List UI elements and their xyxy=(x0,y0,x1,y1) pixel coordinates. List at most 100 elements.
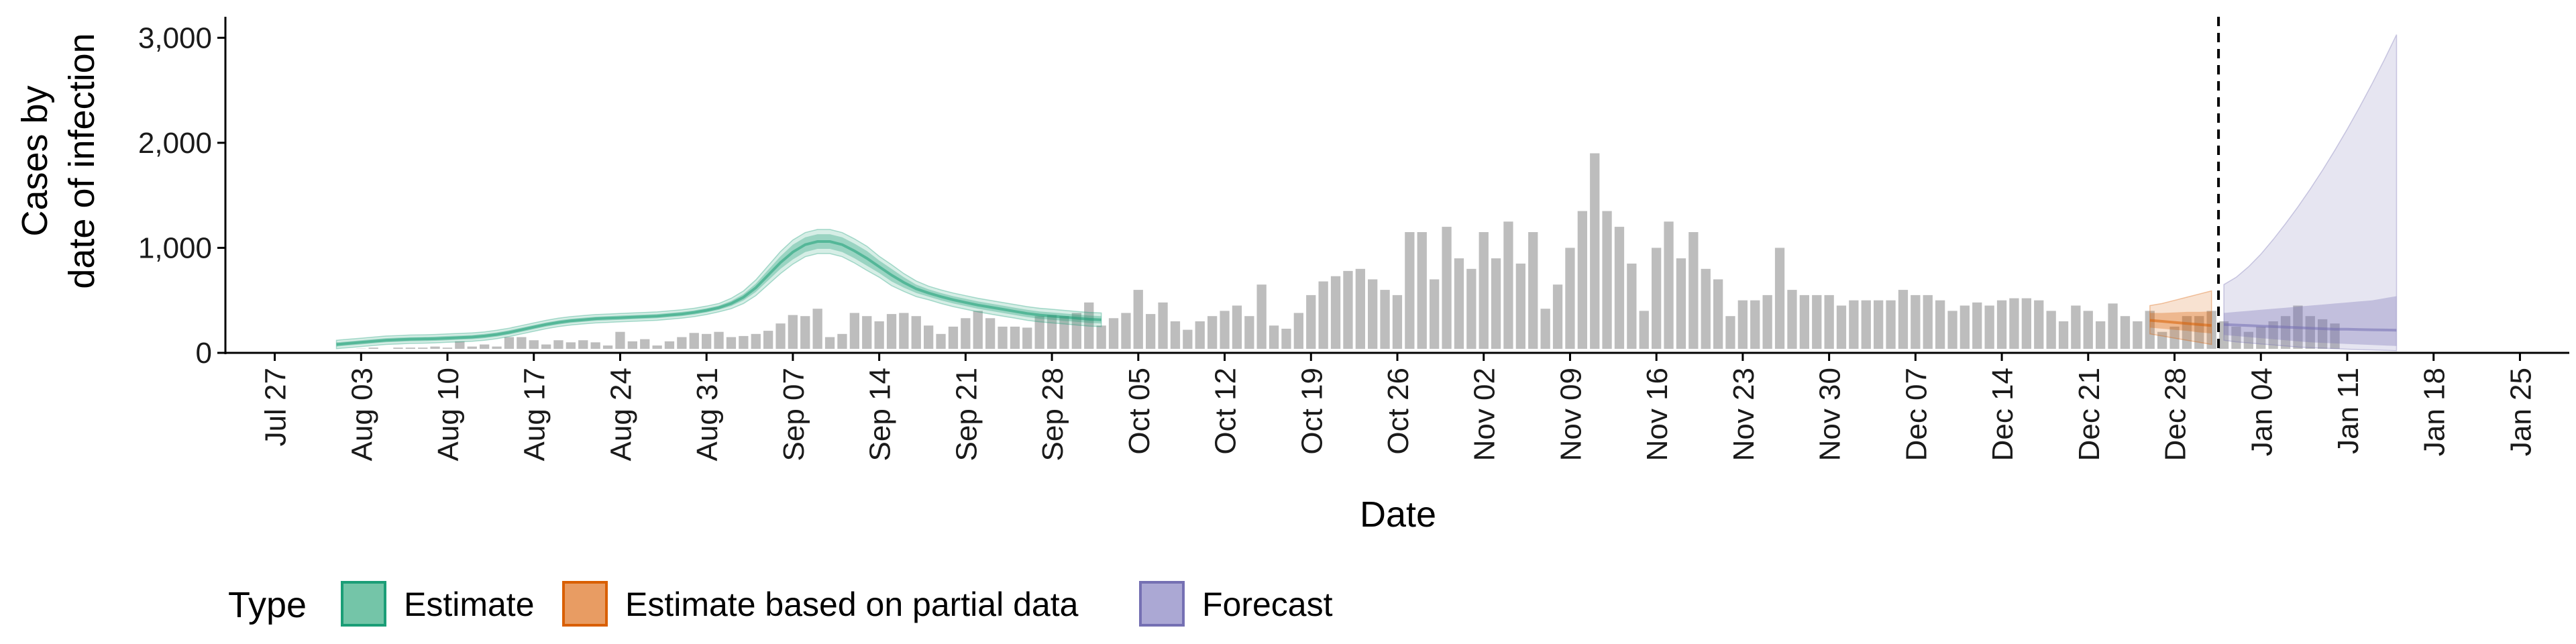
case-bar xyxy=(1220,311,1230,349)
y-axis-ticks: 0 1,000 2,000 3,000 xyxy=(138,21,225,370)
case-bar xyxy=(1232,305,1242,349)
case-bar xyxy=(2133,321,2143,349)
case-bar xyxy=(739,335,749,349)
case-bar xyxy=(998,326,1008,349)
case-bar xyxy=(2009,298,2019,349)
case-bar xyxy=(2305,316,2315,349)
x-tick-label: Oct 12 xyxy=(1210,368,1242,455)
case-bar xyxy=(1984,305,1994,349)
case-bar xyxy=(2058,321,2069,349)
case-bar xyxy=(529,340,539,349)
case-bar xyxy=(1281,329,1291,349)
case-bar xyxy=(1898,290,1909,349)
x-tick-label: Jul 27 xyxy=(260,368,292,446)
case-bar xyxy=(602,345,613,349)
case-bar xyxy=(1713,279,1723,349)
case-bar xyxy=(1355,268,1365,350)
case-bar xyxy=(1479,232,1489,349)
case-bar xyxy=(1121,313,1131,349)
case-bar xyxy=(911,316,921,349)
case-bar xyxy=(1996,300,2007,349)
x-tick-label: Sep 21 xyxy=(950,368,983,461)
case-bar xyxy=(566,342,576,349)
legend-label-estimate-based-on-partial-data: Estimate based on partial data xyxy=(625,586,1079,623)
legend: Type Estimate Estimate based on partial d… xyxy=(228,581,1333,627)
case-bar xyxy=(2243,331,2253,349)
case-bar xyxy=(492,346,502,349)
case-bar xyxy=(664,341,675,349)
case-bar xyxy=(2071,305,2081,349)
x-tick-label: Aug 17 xyxy=(519,368,551,461)
y-tick-label: 3,000 xyxy=(138,21,212,54)
case-bar xyxy=(2083,311,2093,349)
case-bar xyxy=(1799,294,1809,349)
case-bar xyxy=(1059,316,1069,349)
case-bar xyxy=(517,337,527,349)
case-bar xyxy=(1170,321,1181,349)
case-bar xyxy=(751,333,761,349)
case-bar xyxy=(763,331,773,349)
case-bar xyxy=(862,316,872,349)
case-bar xyxy=(1491,258,1501,349)
case-bar xyxy=(1368,279,1378,349)
case-bar xyxy=(405,347,415,349)
case-bar xyxy=(1084,302,1094,349)
case-bar xyxy=(1183,329,1193,349)
case-bar xyxy=(467,346,477,349)
case-bar xyxy=(1503,221,1513,349)
x-tick-label: Oct 26 xyxy=(1382,368,1415,455)
case-bar xyxy=(2034,300,2044,349)
case-bar xyxy=(640,339,650,349)
case-bar xyxy=(1540,309,1550,349)
forecast-inner-band xyxy=(2224,296,2397,346)
case-bar xyxy=(1392,294,1403,349)
x-tick-label: Aug 24 xyxy=(605,368,638,461)
forecast-outer-band xyxy=(2223,34,2398,352)
case-bar xyxy=(689,333,699,349)
case-bar xyxy=(1306,294,1316,349)
y-axis-title-line-1: Cases by xyxy=(15,85,55,236)
case-bar xyxy=(948,326,959,349)
case-bar xyxy=(1874,300,1884,349)
case-bar xyxy=(1552,284,1563,349)
case-bar xyxy=(1911,294,1921,349)
case-bar xyxy=(1774,248,1785,349)
x-tick-label: Sep 28 xyxy=(1036,368,1069,461)
case-bar xyxy=(1380,290,1390,349)
case-bar xyxy=(2318,319,2328,349)
case-bar xyxy=(2120,316,2131,349)
case-bar xyxy=(985,318,996,349)
case-bar xyxy=(1972,302,1982,349)
case-bar xyxy=(1010,326,1020,349)
x-tick-label: Nov 16 xyxy=(1641,368,1674,461)
case-bar xyxy=(1454,258,1464,349)
case-bar xyxy=(677,337,687,349)
y-tick-label: 0 xyxy=(196,337,212,370)
bars-layer xyxy=(356,153,2340,350)
case-bar xyxy=(1701,268,1711,350)
case-bar xyxy=(1442,227,1452,349)
case-bar xyxy=(1762,294,1772,349)
case-bar xyxy=(1343,270,1353,349)
bands-layer xyxy=(335,34,2398,352)
case-bar xyxy=(1269,325,1279,349)
y-tick-label: 2,000 xyxy=(138,127,212,160)
case-bar xyxy=(578,340,588,349)
case-bar xyxy=(1244,316,1254,349)
case-bar xyxy=(1923,294,1933,349)
estimate-based-on-partial-data-outer-band xyxy=(2149,290,2212,345)
case-bar xyxy=(1960,305,1970,349)
x-tick-label: Sep 14 xyxy=(864,368,897,461)
y-axis-title-line-2: date of infection xyxy=(62,33,102,288)
case-bar xyxy=(1676,258,1686,349)
case-bar xyxy=(2206,311,2216,349)
case-bar xyxy=(726,337,737,349)
case-bar xyxy=(1750,300,1760,349)
x-tick-label: Dec 21 xyxy=(2073,368,2106,461)
case-bar xyxy=(1022,327,1032,349)
estimate-based-on-partial-data-median-line xyxy=(2149,319,2212,327)
case-bar xyxy=(824,337,835,349)
case-bar xyxy=(2231,326,2241,349)
case-bar xyxy=(2268,321,2278,349)
legend-label-forecast: Forecast xyxy=(1202,586,1333,623)
